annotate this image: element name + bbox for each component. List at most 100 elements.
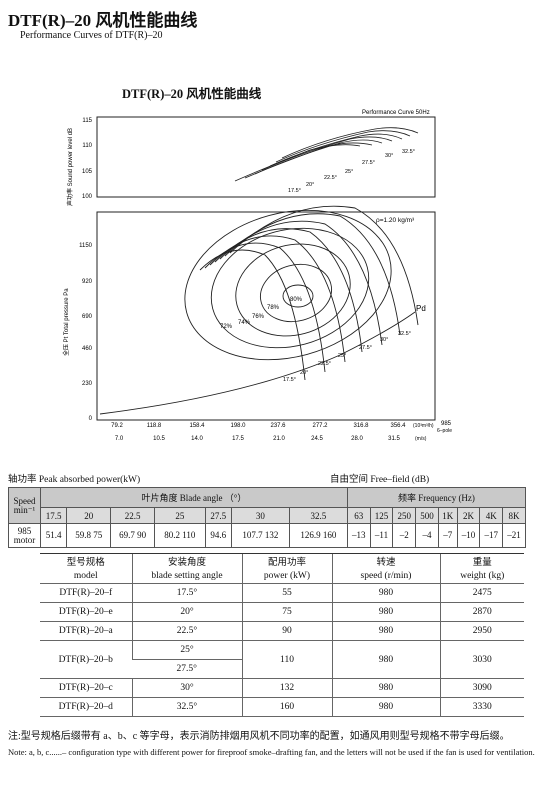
row-label: 985 motor <box>8 523 41 548</box>
angle-cell: 17.5° <box>131 583 242 603</box>
header-weight-cn: 重量 <box>439 553 524 569</box>
angle-cell: 22.5 <box>110 507 156 524</box>
db-cell: –10 <box>456 523 481 548</box>
sound-angle-labels: 17.5° 20° 22.5° 25° 27.5° 30° 32.5° <box>288 149 415 194</box>
power-cell: 110 <box>241 640 332 679</box>
header-angle-cn: 安装角度 <box>131 553 242 569</box>
freq-cell: 125 <box>369 507 394 524</box>
weight-cell: 2475 <box>439 583 524 603</box>
freq-cell: 63 <box>346 507 371 524</box>
model-cell: DTF(R)–20–f <box>40 583 132 603</box>
x-unit-flow: (10³m³/h) <box>413 423 434 429</box>
eff-ellipse-76 <box>235 243 351 337</box>
header-weight-en: weight (kg) <box>439 568 524 584</box>
page-subtitle: Performance Curves of DTF(R)–20 <box>20 30 163 41</box>
eff-label-76: 76% <box>252 314 265 320</box>
xtick-speed-0: 7.0 <box>115 436 124 442</box>
xtick-speed-4: 21.0 <box>273 436 285 442</box>
power-cell: 90 <box>241 621 332 641</box>
db-cell: –17 <box>479 523 504 548</box>
performance-chart: 115 110 105 100 声功率 Sound power level dB… <box>62 110 452 442</box>
freq-cell: 1K <box>437 507 458 524</box>
sound-curve-25 <box>261 136 393 171</box>
weight-cell: 2870 <box>439 602 524 622</box>
weight-cell: 3090 <box>439 678 524 698</box>
table1-label: 轴功率 Peak absorbed power(kW) <box>8 475 141 485</box>
xtick-flow-0: 79.2 <box>111 423 123 429</box>
angle-cell: 25 <box>154 507 206 524</box>
angle-cell: 22.5° <box>131 621 242 641</box>
sound-curve-22-5 <box>254 139 383 175</box>
power-cell: 160 <box>241 697 332 717</box>
weight-cell: 2950 <box>439 621 524 641</box>
angle-cell: 20 <box>66 507 112 524</box>
model-cell: DTF(R)–20–c <box>40 678 132 698</box>
weight-cell: 3330 <box>439 697 524 717</box>
x-unit-speed: (m/s) <box>415 436 427 442</box>
sound-label-17-5: 17.5° <box>288 188 301 194</box>
freq-cell: 4K <box>479 507 504 524</box>
freq-cell: 8K <box>502 507 526 524</box>
curve-label: Performance Curve 50Hz <box>362 110 430 116</box>
speed-cell: 980 <box>331 583 440 603</box>
upper-ytick-105: 105 <box>82 169 93 175</box>
sound-curves <box>234 127 419 182</box>
speed-header: Speed min⁻¹ <box>8 487 41 524</box>
model-cell: DTF(R)–20–e <box>40 602 132 622</box>
eff-ellipse-74 <box>210 227 370 349</box>
speed-cell: 980 <box>331 697 440 717</box>
header-model-en: model <box>40 568 132 584</box>
weight-cell: 3030 <box>439 640 524 679</box>
page-title: DTF(R)–20 风机性能曲线 <box>8 11 198 30</box>
eff-label-80: 80% <box>290 297 303 303</box>
angle-cell: 30° <box>131 678 242 698</box>
model-cell: DTF(R)–20–b <box>40 640 132 679</box>
eff-ellipse-78 <box>260 263 332 323</box>
lower-ytick-920: 920 <box>82 279 93 285</box>
x-ticks-flow: 79.2 118.8 158.4 198.0 237.6 277.2 316.8… <box>111 423 406 429</box>
header-model-cn: 型号规格 <box>40 553 132 569</box>
db-cell: –4 <box>415 523 439 548</box>
angle-cell: 27.5° <box>132 659 242 679</box>
power-cell: 126.9 160 <box>288 523 348 548</box>
power-cell: 51.4 <box>39 523 68 548</box>
model-table: 型号规格 安装角度 配用功率 转速 重量 model blade setting… <box>40 553 524 717</box>
eff-label-74: 74% <box>238 320 251 326</box>
note-english: Note: a, b, c......– configuration type … <box>8 747 535 757</box>
power-cell: 69.7 90 <box>110 523 156 548</box>
xtick-flow-4: 237.6 <box>270 423 286 429</box>
pressure-label-27-5: 27.5° <box>359 345 372 351</box>
header-power-en: power (kW) <box>241 568 332 584</box>
sound-curve-17-5 <box>234 144 361 182</box>
angle-cell: 17.5 <box>39 507 68 524</box>
density-label: ρ=1.20 kg/m³ <box>376 217 415 224</box>
header-angle-en: blade setting angle <box>131 568 242 584</box>
xtick-speed-7: 31.5 <box>388 436 400 442</box>
upper-panel-frame <box>96 116 436 198</box>
pressure-curves <box>199 205 419 381</box>
xtick-flow-6: 316.8 <box>353 423 369 429</box>
lower-ytick-460: 460 <box>82 346 93 352</box>
pressure-label-17-5: 17.5° <box>283 377 296 383</box>
pressure-curve-32-5 <box>229 205 419 326</box>
speed-cell: 980 <box>331 602 440 622</box>
speed-cell: 980 <box>331 640 440 679</box>
xtick-flow-5: 277.2 <box>312 423 328 429</box>
pressure-curve-20 <box>204 242 326 373</box>
xtick-flow-1: 118.8 <box>147 423 162 429</box>
xtick-speed-3: 17.5 <box>232 436 244 442</box>
xtick-speed-1: 10.5 <box>153 436 165 442</box>
efficiency-labels: 80% 78% 76% 74% 72% <box>220 297 303 330</box>
db-cell: –21 <box>502 523 526 548</box>
lower-y-ticks: 1150 920 690 460 230 0 <box>79 243 93 422</box>
pole-note: 6–pole <box>437 428 452 434</box>
db-cell: –13 <box>346 523 371 548</box>
pressure-label-20: 20° <box>300 370 308 376</box>
power-cell: 75 <box>241 602 332 622</box>
pressure-label-32-5: 32.5° <box>398 331 411 337</box>
lower-ytick-230: 230 <box>82 381 93 387</box>
freq-cell: 500 <box>415 507 439 524</box>
eff-label-78: 78% <box>267 305 280 311</box>
power-cell: 132 <box>241 678 332 698</box>
pd-curve <box>99 311 416 415</box>
